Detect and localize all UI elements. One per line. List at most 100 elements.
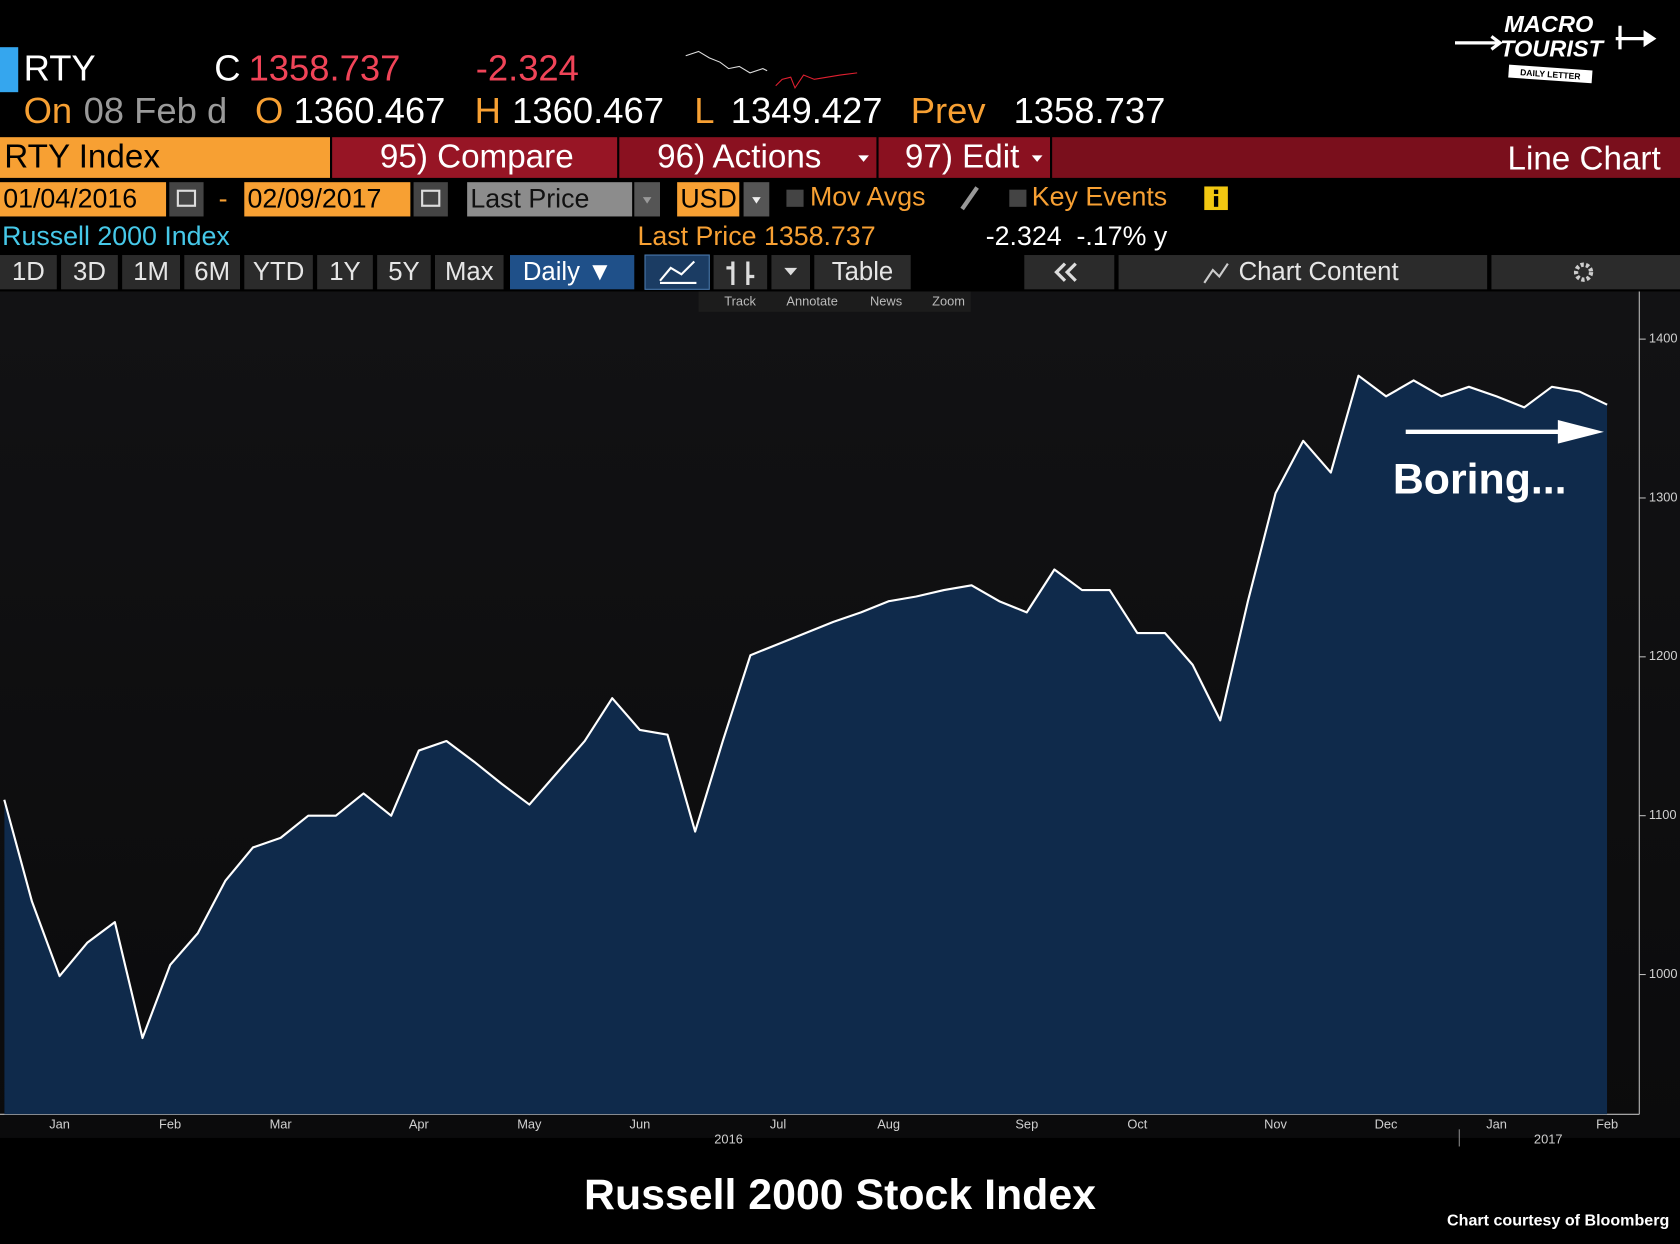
x-tick-label: Feb: [159, 1116, 181, 1131]
period-label[interactable]: 1M: [133, 258, 169, 286]
period-label[interactable]: YTD: [253, 258, 304, 286]
frequency[interactable]: Daily ▼: [523, 258, 613, 286]
open: 1360.467: [294, 90, 446, 131]
prev-label: Prev: [911, 90, 987, 131]
period-label[interactable]: 5Y: [388, 258, 419, 286]
period-tab[interactable]: [0, 255, 57, 290]
period-tab[interactable]: [244, 255, 313, 290]
pencil-icon[interactable]: [960, 186, 979, 211]
prev: 1358.737: [1014, 90, 1166, 131]
price-line: [3, 374, 1608, 1040]
logo-line: TOURIST: [1500, 36, 1606, 62]
tool-label[interactable]: Annotate: [786, 294, 837, 309]
x-tick-label: Apr: [409, 1116, 430, 1131]
calendar-icon: [421, 189, 441, 207]
ticker: RTY: [24, 47, 96, 88]
edit[interactable]: 97) Edit: [905, 138, 1019, 175]
dropdown-arrow: [752, 197, 761, 204]
period-label[interactable]: Max: [445, 258, 494, 286]
x-tick-label: Jun: [630, 1116, 651, 1131]
end-date[interactable]: 02/09/2017: [247, 183, 381, 213]
tool-label[interactable]: Track: [724, 294, 756, 309]
bar-style-icon: [726, 261, 755, 286]
field-box[interactable]: [467, 182, 633, 217]
end-date-box[interactable]: [244, 182, 411, 217]
tool-bar: [698, 291, 971, 312]
checkbox[interactable]: [1009, 189, 1027, 207]
chart-content-icon: [1203, 263, 1229, 284]
period-label[interactable]: 1D: [12, 258, 45, 286]
start-date-box[interactable]: [0, 182, 167, 217]
calendar-button[interactable]: [413, 182, 448, 217]
calendar-icon: [176, 189, 197, 207]
x-tick-label: May: [517, 1116, 542, 1131]
close-label: C: [214, 47, 240, 88]
low: 1349.427: [731, 90, 883, 131]
field[interactable]: Last Price: [470, 183, 589, 213]
x-tick-label: Sep: [1015, 1116, 1038, 1131]
chart-content-button[interactable]: [1118, 255, 1488, 290]
high: 1360.467: [512, 90, 664, 131]
last-price: Last Price 1358.737: [638, 221, 876, 251]
period-label[interactable]: 1Y: [329, 258, 360, 286]
x-tick-label: Dec: [1375, 1116, 1398, 1131]
x-tick-label: Jan: [49, 1116, 70, 1131]
open-label: O: [255, 90, 283, 131]
frequency-button[interactable]: [510, 255, 635, 290]
annotation: Boring...: [1393, 455, 1567, 503]
compare[interactable]: 95) Compare: [380, 138, 574, 175]
table[interactable]: Table: [832, 258, 893, 286]
calendar-button[interactable]: [169, 182, 204, 217]
checkbox[interactable]: [786, 189, 804, 207]
start-date[interactable]: 01/04/2016: [3, 183, 137, 213]
tool-label[interactable]: News: [870, 294, 902, 309]
date: 08 Feb d: [84, 90, 228, 131]
compare-button[interactable]: [332, 137, 618, 178]
y-tick-label: 1400: [1649, 331, 1678, 346]
logo-line: MACRO: [1504, 11, 1593, 37]
security[interactable]: RTY Index: [4, 138, 160, 175]
bar-style-button[interactable]: [713, 255, 768, 290]
tool-label[interactable]: Zoom: [932, 294, 965, 309]
ticker-marker: [0, 47, 19, 93]
logo-line: DAILY LETTER: [1520, 67, 1582, 81]
y-tick-label: 1000: [1649, 966, 1678, 981]
table-button[interactable]: [814, 255, 911, 290]
dropdown-arrow: [642, 197, 652, 204]
dropdown-arrow: [858, 155, 869, 162]
settings-button[interactable]: [1491, 255, 1680, 290]
view-bar: [1052, 137, 1680, 178]
y-tick-label: 1200: [1649, 648, 1678, 663]
change-summary: -2.324 -.17% y: [986, 221, 1168, 251]
x-tick-label: Nov: [1264, 1116, 1287, 1131]
period-tab[interactable]: [184, 255, 240, 290]
period-tab[interactable]: [435, 255, 504, 290]
sparkline-intraday: [775, 72, 858, 90]
x-tick-label: Oct: [1127, 1116, 1147, 1131]
period-label[interactable]: 6M: [194, 258, 230, 286]
currency-box[interactable]: [677, 182, 740, 217]
period-tab[interactable]: [377, 255, 431, 290]
date-separator: -: [219, 183, 228, 213]
period-tab[interactable]: [317, 255, 373, 290]
y-tick-label: 1100: [1649, 807, 1677, 822]
period-label[interactable]: 3D: [73, 258, 106, 286]
chart-content[interactable]: Chart Content: [1239, 258, 1399, 286]
collapse-icon: [1054, 262, 1077, 282]
mov-avgs[interactable]: Mov Avgs: [810, 181, 926, 211]
close: 1358.737: [249, 47, 401, 88]
currency[interactable]: USD: [680, 183, 737, 213]
period-tab[interactable]: [122, 255, 180, 290]
period-tab[interactable]: [61, 255, 118, 290]
x-tick-label: Jul: [770, 1116, 786, 1131]
actions[interactable]: 96) Actions: [657, 138, 821, 175]
high-label: H: [475, 90, 501, 131]
year-label: 2016: [714, 1131, 743, 1146]
x-tick-label: Mar: [270, 1116, 293, 1131]
key-events[interactable]: Key Events: [1032, 181, 1167, 211]
edit-button[interactable]: [878, 137, 1050, 178]
actions-button[interactable]: [619, 137, 877, 178]
security-box[interactable]: [0, 137, 330, 178]
